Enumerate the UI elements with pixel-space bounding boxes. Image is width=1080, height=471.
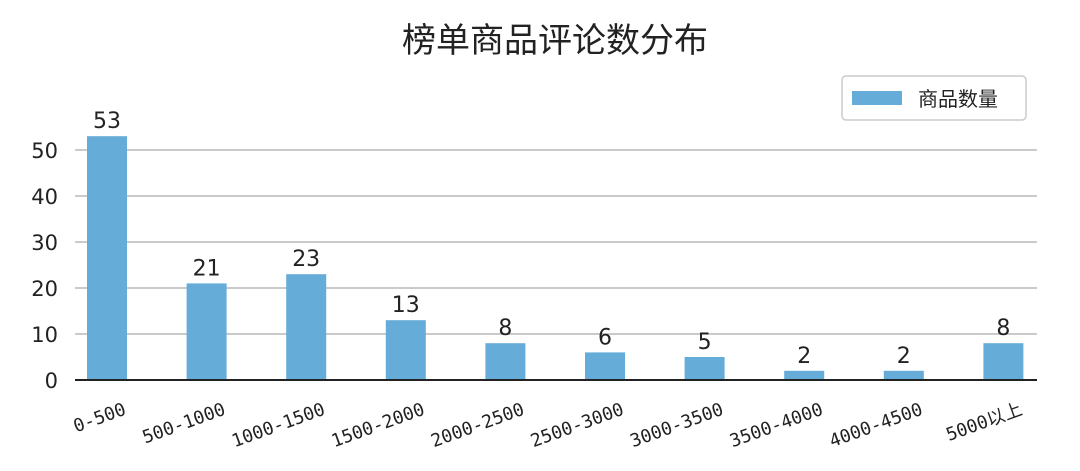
chart-title: 榜单商品评论数分布 <box>402 21 708 61</box>
y-axis-ticks: 0 10 20 30 40 50 <box>31 139 58 393</box>
bars <box>87 136 1024 380</box>
legend: 商品数量 <box>841 75 1027 121</box>
x-tick-label-2500-3000: 2500-3000 <box>528 399 627 452</box>
legend-box <box>841 75 1027 121</box>
data-label-1000-1500: 23 <box>292 247 320 272</box>
y-tick-label-40: 40 <box>31 185 58 209</box>
x-tick-label-1500-2000: 1500-2000 <box>329 399 428 452</box>
data-label-500-1000: 21 <box>193 256 221 281</box>
x-tick-label-0-500: 0-500 <box>71 399 129 437</box>
bar-3000-3500 <box>684 357 725 380</box>
legend-swatch <box>852 91 902 105</box>
x-axis-ticks: 0-500 500-1000 1000-1500 1500-2000 2000-2500… <box>71 399 1026 452</box>
x-tick-label-500-1000: 500-1000 <box>140 399 229 448</box>
gridlines <box>75 149 1037 335</box>
data-label-5000以上: 8 <box>996 316 1010 341</box>
bar-1000-1500 <box>286 274 327 380</box>
bar-1500-2000 <box>385 320 426 380</box>
bar-5000以上 <box>983 343 1024 380</box>
y-tick-label-0: 0 <box>45 369 58 393</box>
y-tick-label-30: 30 <box>31 231 58 255</box>
x-tick-label-1000-1500: 1000-1500 <box>229 399 328 452</box>
data-labels: 53 21 23 13 8 6 5 2 2 8 <box>93 109 1010 369</box>
y-tick-label-50: 50 <box>31 139 58 163</box>
x-tick-label-3000-3500: 3000-3500 <box>627 399 726 452</box>
y-tick-label-20: 20 <box>31 277 58 301</box>
data-label-4000-4500: 2 <box>897 344 911 369</box>
bar-0-500 <box>87 136 127 380</box>
data-label-2000-2500: 8 <box>498 316 512 341</box>
bar-2500-3000 <box>585 352 625 380</box>
data-label-2500-3000: 6 <box>598 325 612 350</box>
data-label-1500-2000: 13 <box>392 293 420 318</box>
x-tick-label-2000-2500: 2000-2500 <box>428 399 527 452</box>
x-tick-label-3500-4000: 3500-4000 <box>727 399 826 452</box>
bar-4000-4500 <box>883 370 924 380</box>
data-label-3500-4000: 2 <box>797 344 811 369</box>
x-tick-label-4000-4500: 4000-4500 <box>827 399 926 452</box>
legend-label: 商品数量 <box>918 87 998 111</box>
bar-500-1000 <box>186 283 227 380</box>
x-tick-label-5000以上: 5000以上 <box>943 399 1025 446</box>
data-label-0-500: 53 <box>93 109 121 134</box>
data-label-3000-3500: 5 <box>698 330 712 355</box>
y-tick-label-10: 10 <box>31 323 58 347</box>
bar-3500-4000 <box>784 370 825 380</box>
bar-2000-2500 <box>485 343 526 380</box>
